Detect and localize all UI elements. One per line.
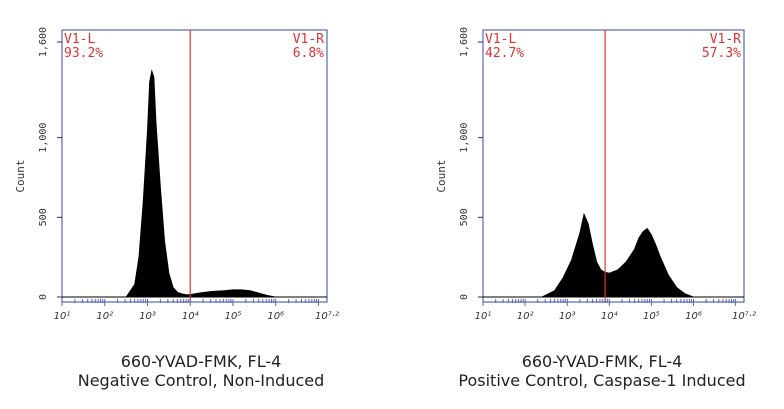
caption-left-line1: 660-YVAD-FMK, FL-4	[120, 352, 282, 371]
gate-right-name: V1-R	[293, 32, 324, 47]
gate-left-percent: 93.2%	[64, 46, 103, 61]
x-tick-label: 10¹	[54, 311, 71, 322]
x-tick-label: 10²	[517, 311, 534, 322]
y-axis-label: Count	[14, 159, 27, 192]
x-tick-label: 10⁵	[225, 311, 242, 322]
gate-right-name: V1-R	[710, 32, 741, 47]
y-tick-label: 1,000	[459, 123, 470, 153]
x-tick-label: 10²	[96, 311, 113, 322]
caption-right: 660-YVAD-FMK, FL-4 Positive Control, Cas…	[437, 352, 767, 390]
caption-right-line1: 660-YVAD-FMK, FL-4	[521, 352, 683, 371]
histogram-panel-right: V1-L42.7% V1-R57.3% 0 500 1,000 1,600 Count 10¹…	[435, 27, 756, 322]
y-axis-label: Count	[435, 159, 448, 192]
gate-right-percent: 57.3%	[702, 46, 741, 61]
x-tick-label: 10⁴	[182, 310, 199, 322]
x-tick-label: 10⁷·²	[732, 311, 756, 322]
x-tick-label: 10⁶	[685, 311, 702, 322]
x-tick-label: 10³	[559, 311, 576, 322]
histogram-panel-left: V1-L93.2% V1-R6.8% 0 500 1,000 1,600 Count 10¹ 1…	[14, 27, 339, 322]
y-tick-label: 1,000	[38, 123, 49, 153]
x-tick-label: 10¹	[475, 311, 492, 322]
gate-right-percent: 6.8%	[293, 46, 324, 61]
y-tick-label: 0	[38, 294, 49, 300]
x-tick-label: 10⁶	[267, 311, 284, 322]
gate-left-percent: 42.7%	[485, 46, 524, 61]
y-tick-label: 1,600	[459, 27, 470, 57]
histogram-area	[125, 69, 276, 298]
plot-frame	[61, 29, 328, 303]
x-tick-label: 10⁷·²	[315, 311, 339, 322]
histogram-area	[541, 212, 694, 298]
gate-left-name: V1-L	[64, 32, 95, 47]
plot-frame	[482, 29, 745, 303]
caption-right-line2: Positive Control, Caspase-1 Induced	[458, 371, 746, 390]
x-tick-label: 10³	[139, 311, 156, 322]
caption-left: 660-YVAD-FMK, FL-4 Negative Control, Non…	[36, 352, 366, 390]
y-tick-label: 500	[38, 208, 49, 226]
y-tick-label: 500	[459, 208, 470, 226]
y-tick-label: 1,600	[38, 27, 49, 57]
gate-left-name: V1-L	[485, 32, 516, 47]
y-tick-label: 0	[459, 294, 470, 300]
x-tick-label: 10⁵	[643, 311, 660, 322]
caption-left-line2: Negative Control, Non-Induced	[77, 371, 325, 390]
x-tick-label: 10⁴	[601, 310, 618, 322]
